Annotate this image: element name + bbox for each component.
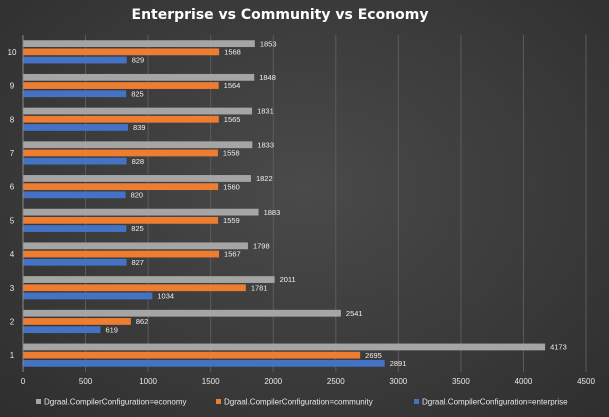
legend-swatch-0	[36, 399, 41, 404]
data-label-0-3: 2011	[280, 275, 296, 284]
bar-economy-10	[23, 40, 255, 48]
bar-enterprise-9	[23, 90, 127, 98]
data-label-1-5: 1559	[223, 216, 240, 225]
x-tick-label-0: 0	[21, 377, 26, 386]
data-label-1-6: 1560	[223, 182, 240, 191]
x-tick-label-4500: 4500	[577, 377, 595, 386]
category-label-10: 10	[8, 48, 17, 57]
x-tick-label-2500: 2500	[327, 377, 345, 386]
data-label-1-1: 2695	[365, 351, 382, 360]
category-label-3: 3	[10, 284, 15, 293]
bar-economy-8	[23, 107, 253, 115]
category-label-8: 8	[10, 115, 15, 124]
category-label-4: 4	[10, 250, 15, 259]
bar-economy-2	[23, 309, 341, 317]
data-label-2-6: 820	[131, 190, 144, 199]
bar-economy-9	[23, 73, 255, 81]
data-label-2-7: 828	[132, 157, 145, 166]
x-tick-label-1000: 1000	[139, 377, 157, 386]
bar-enterprise-3	[23, 292, 153, 300]
x-tick-label-1500: 1500	[202, 377, 220, 386]
category-label-6: 6	[10, 183, 15, 192]
data-label-0-8: 1831	[257, 107, 274, 116]
bar-community-7	[23, 149, 218, 157]
legend-label-2: Dgraal.CompilerConfiguration=enterprise	[422, 398, 568, 407]
legend-swatch-2	[414, 399, 419, 404]
bar-economy-1	[23, 343, 546, 351]
bar-community-10	[23, 48, 220, 56]
data-label-2-1: 2891	[390, 359, 407, 368]
x-tick-label-3500: 3500	[452, 377, 470, 386]
data-label-2-5: 825	[131, 224, 144, 233]
data-label-0-7: 1833	[257, 140, 274, 149]
data-label-2-10: 829	[132, 56, 145, 65]
bar-economy-5	[23, 208, 259, 216]
bar-community-9	[23, 82, 219, 89]
data-labels: 4173 2695 2891 2541 862 619 2011 1781 1034 1798 15…	[105, 39, 566, 368]
bar-enterprise-2	[23, 326, 101, 334]
bars	[23, 40, 546, 367]
data-label-0-4: 1798	[253, 241, 270, 250]
bar-economy-7	[23, 141, 253, 149]
bar-economy-6	[23, 175, 251, 182]
category-label-5: 5	[10, 216, 15, 225]
bar-enterprise-8	[23, 124, 128, 131]
data-label-2-4: 827	[131, 258, 144, 267]
data-label-2-9: 825	[131, 89, 144, 98]
data-label-0-1: 4173	[550, 343, 567, 352]
bar-enterprise-10	[23, 56, 127, 64]
category-label-1: 1	[10, 351, 15, 360]
legend-label-1: Dgraal.CompilerConfiguration=community	[224, 398, 373, 407]
data-label-1-9: 1564	[224, 81, 241, 90]
bar-community-3	[23, 284, 246, 292]
data-label-1-3: 1781	[251, 283, 268, 292]
data-label-1-4: 1567	[224, 250, 241, 259]
bar-community-2	[23, 318, 131, 325]
bar-community-5	[23, 216, 219, 224]
data-label-2-8: 839	[133, 123, 146, 132]
chart-title: Enterprise vs Community vs Economy	[132, 7, 429, 23]
category-label-7: 7	[10, 149, 15, 158]
data-label-1-7: 1558	[223, 149, 240, 158]
category-label-2: 2	[10, 317, 15, 326]
bar-community-6	[23, 183, 219, 191]
data-label-2-2: 619	[105, 325, 118, 334]
x-tick-label-2000: 2000	[264, 377, 282, 386]
data-label-2-3: 1034	[157, 292, 174, 301]
bar-enterprise-4	[23, 258, 127, 266]
value-axis: 0 500 1000 1500 2000 2500 3000 3500 4000 4500	[21, 35, 595, 386]
data-label-1-8: 1565	[224, 115, 241, 124]
category-axis: 1 2 3 4 5 6 7 8 9 10	[8, 48, 17, 360]
x-tick-label-3000: 3000	[389, 377, 407, 386]
data-label-0-5: 1883	[264, 208, 281, 217]
bar-economy-4	[23, 242, 248, 250]
bar-community-1	[23, 351, 361, 359]
data-label-1-10: 1568	[224, 47, 241, 56]
legend-swatch-1	[216, 399, 221, 404]
legend: Dgraal.CompilerConfiguration=economy Dgra…	[36, 398, 568, 407]
category-label-9: 9	[10, 82, 15, 91]
bar-community-4	[23, 250, 220, 258]
x-tick-label-4000: 4000	[515, 377, 533, 386]
bar-enterprise-7	[23, 157, 127, 165]
bar-economy-3	[23, 276, 275, 283]
bar-community-8	[23, 115, 219, 123]
data-label-0-2: 2541	[346, 309, 363, 318]
bar-enterprise-5	[23, 225, 127, 232]
legend-label-0: Dgraal.CompilerConfiguration=economy	[44, 398, 187, 407]
data-label-1-2: 862	[136, 317, 149, 326]
bar-enterprise-6	[23, 191, 126, 199]
data-label-0-6: 1822	[256, 174, 273, 183]
x-tick-label-500: 500	[79, 377, 93, 386]
bar-enterprise-1	[23, 359, 385, 367]
data-label-0-9: 1848	[259, 73, 276, 82]
data-label-0-10: 1853	[260, 39, 277, 48]
